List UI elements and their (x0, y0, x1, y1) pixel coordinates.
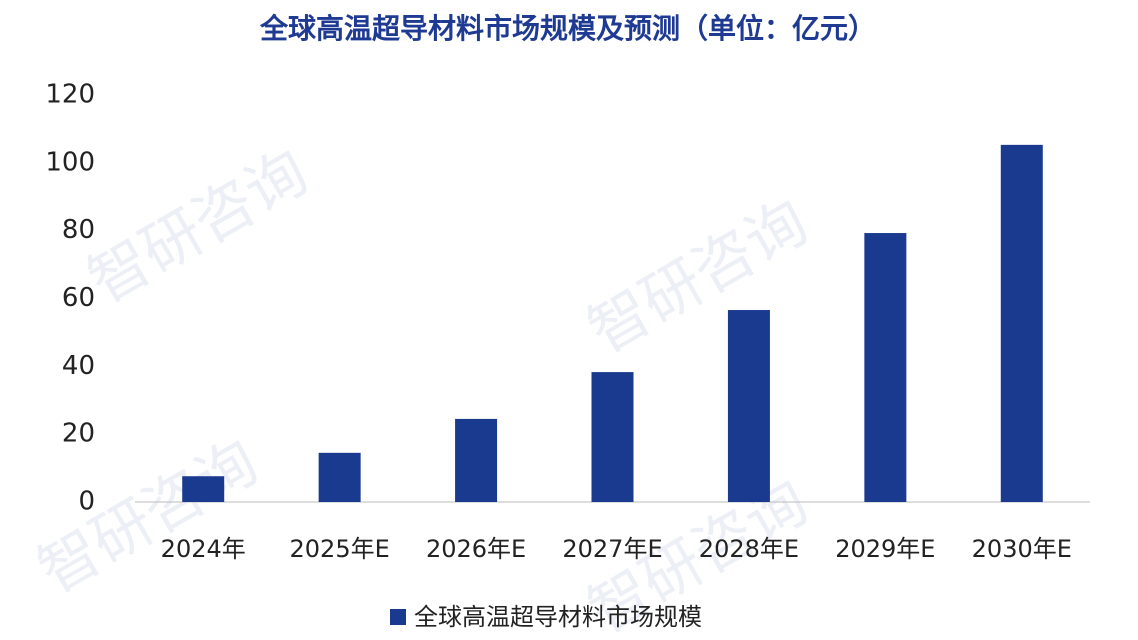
x-tick-label: 2030年E (972, 535, 1072, 563)
legend-label: 全球高温超导材料市场规模 (414, 603, 702, 631)
watermark: 智研咨询 (27, 427, 270, 608)
bar (1000, 144, 1043, 503)
bar (591, 372, 634, 502)
watermark: 智研咨询 (577, 187, 820, 368)
bar (455, 418, 498, 502)
y-tick-label: 80 (62, 215, 95, 245)
bar (182, 476, 225, 502)
x-tick-label: 2024年 (161, 535, 246, 563)
bar (727, 310, 770, 502)
bar (318, 452, 361, 502)
x-tick-label: 2028年E (699, 535, 799, 563)
chart-title: 全球高温超导材料市场规模及预测（单位：亿元） (259, 12, 876, 45)
y-tick-label: 60 (62, 283, 95, 313)
y-tick-label: 40 (62, 351, 95, 381)
legend-swatch (390, 609, 406, 625)
y-tick-label: 100 (45, 147, 95, 177)
x-tick-label: 2025年E (290, 535, 390, 563)
x-tick-label: 2029年E (835, 535, 935, 563)
y-tick-label: 20 (62, 419, 95, 449)
x-tick-label: 2027年E (562, 535, 662, 563)
y-tick-label: 120 (45, 80, 95, 110)
watermark: 智研咨询 (77, 137, 320, 318)
y-tick-label: 0 (78, 487, 95, 517)
x-tick-label: 2026年E (426, 535, 526, 563)
bar (864, 233, 907, 502)
